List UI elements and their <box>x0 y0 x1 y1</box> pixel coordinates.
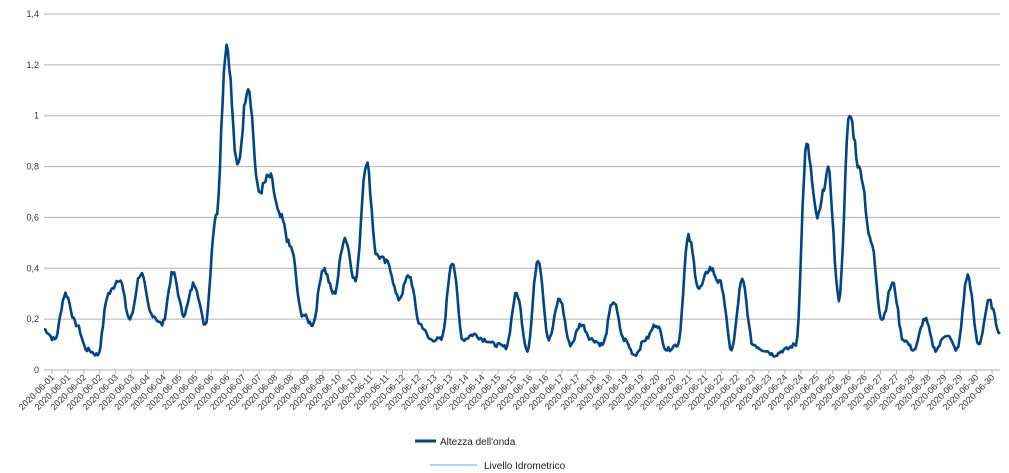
legend-item-altezza: Altezza dell'onda <box>415 437 516 448</box>
y-tick-label: 0,2 <box>26 314 39 324</box>
y-tick-label: 1,4 <box>26 9 39 19</box>
legend-item-livello: Livello Idrometrico <box>430 461 566 472</box>
x-axis-labels: 2020-06-012020-06-012020-06-022020-06-02… <box>17 372 997 412</box>
legend-label-altezza: Altezza dell'onda <box>440 437 516 448</box>
legend-label-livello: Livello Idrometrico <box>484 461 566 472</box>
x-axis-ticks <box>51 370 993 374</box>
legend: Altezza dell'onda Livello Idrometrico <box>415 437 566 472</box>
y-tick-label: 0,4 <box>26 263 39 273</box>
y-tick-label: 1 <box>34 111 39 121</box>
series-line-0 <box>43 43 1001 358</box>
y-tick-label: 1,2 <box>26 60 39 70</box>
y-axis-labels: 0 0,2 0,4 0,6 0,8 1 1,2 1,4 <box>26 9 39 375</box>
y-tick-label: 0,6 <box>26 212 39 222</box>
series-lines <box>43 43 1001 358</box>
y-tick-label: 0,8 <box>26 162 39 172</box>
y-tick-label: 0 <box>34 365 39 375</box>
